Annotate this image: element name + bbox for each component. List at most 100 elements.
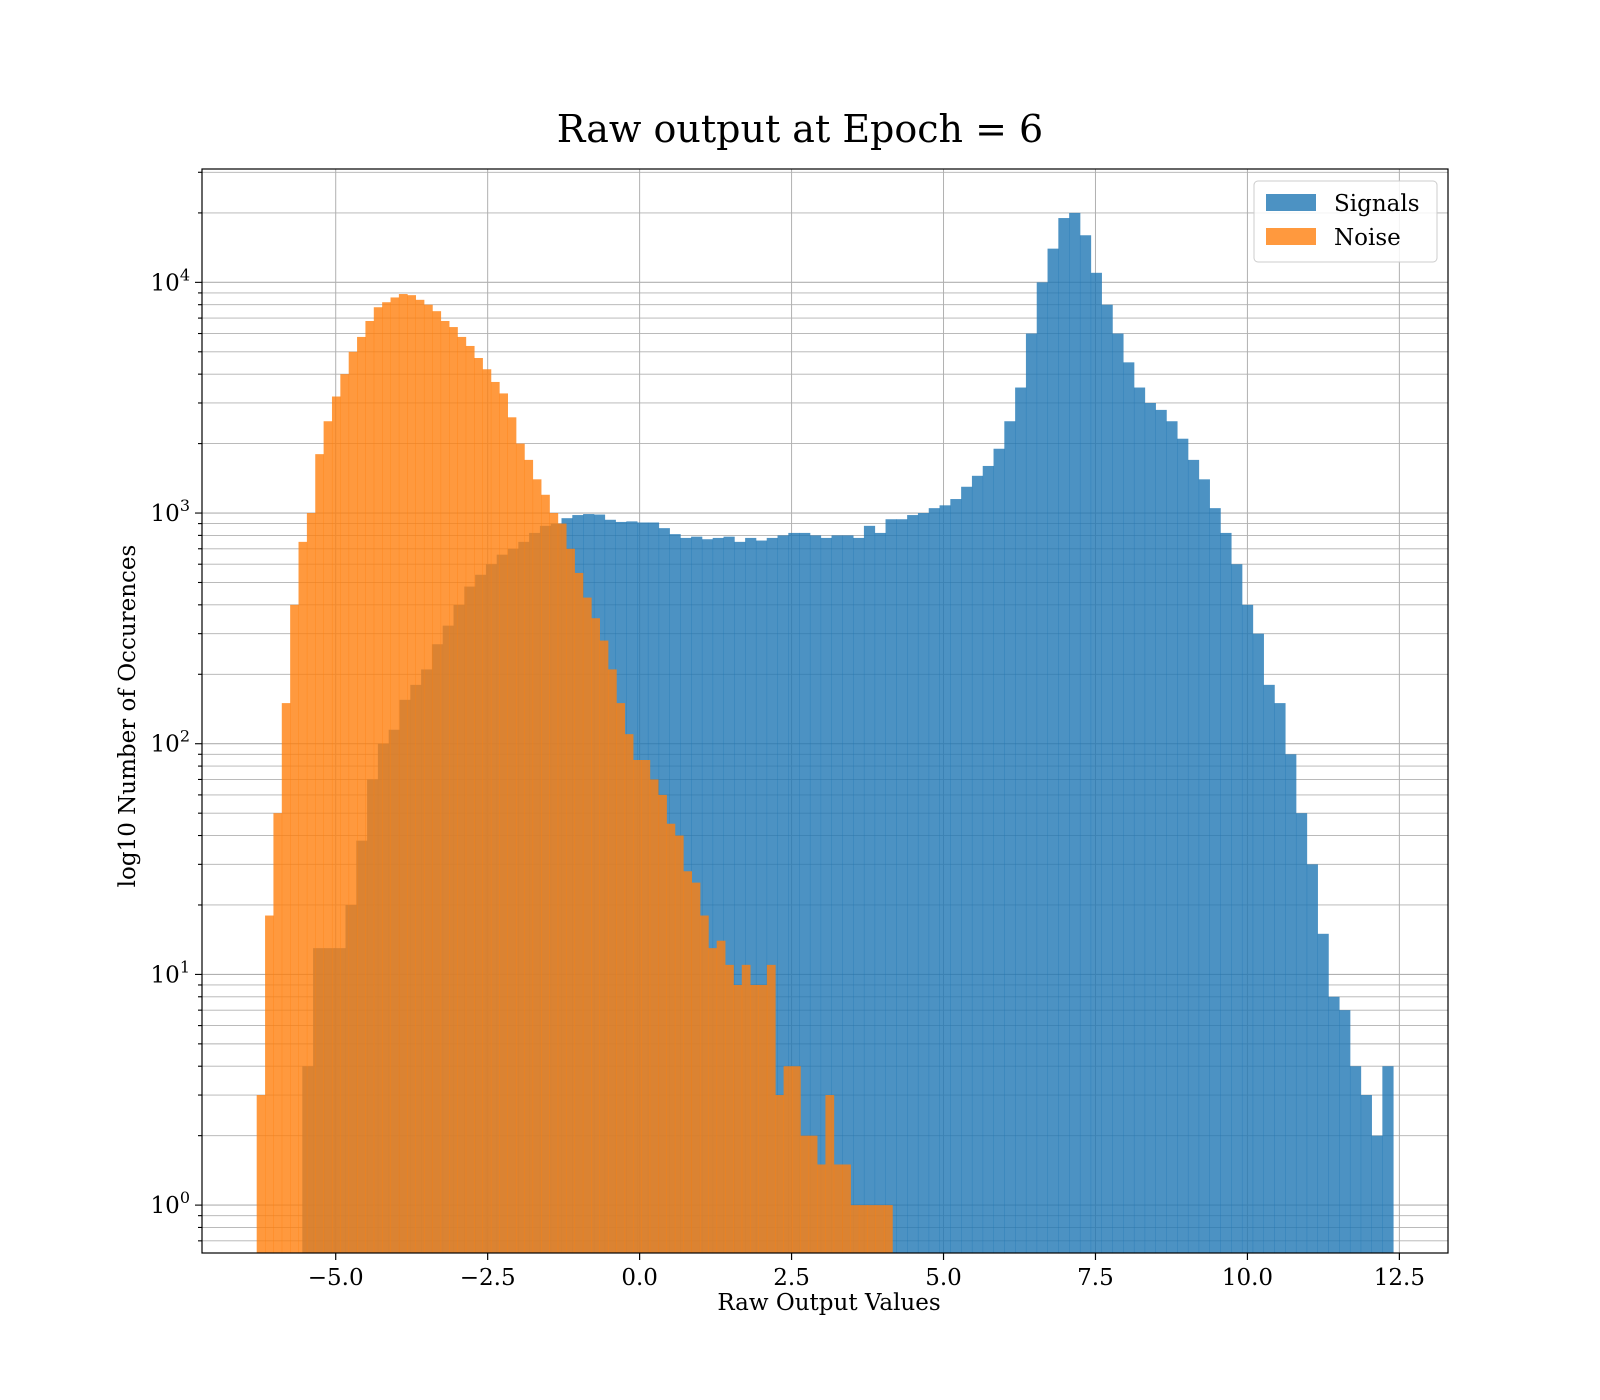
- noise-bar: [373, 307, 383, 1253]
- signals-bar: [939, 505, 951, 1254]
- signals-bar: [1306, 864, 1318, 1253]
- noise-bar: [566, 548, 575, 1253]
- noise-bar: [883, 1205, 893, 1253]
- signals-bar: [993, 448, 1005, 1253]
- noise-bar: [875, 1205, 885, 1253]
- signals-bar: [1371, 1135, 1383, 1253]
- noise-bar: [858, 1205, 868, 1253]
- noise-bar: [532, 479, 542, 1254]
- noise-bar: [524, 459, 534, 1253]
- signals-bar: [971, 475, 984, 1253]
- noise-bar: [691, 882, 701, 1253]
- signals-bar: [1144, 402, 1156, 1254]
- y-axis-label: log10 Number of Occurences: [115, 545, 141, 888]
- x-tick-label: −5.0: [308, 1265, 364, 1291]
- signals-bar: [874, 532, 886, 1253]
- noise-bar: [725, 964, 734, 1253]
- noise-bar: [699, 915, 709, 1253]
- x-tick-label: 5.0: [925, 1265, 962, 1291]
- x-axis-ticks: −5.0 −2.5 0.0 2.5 5.0 7.5 10.0 12.5: [308, 1253, 1425, 1291]
- noise-bar: [340, 374, 350, 1253]
- noise-bar: [490, 381, 500, 1254]
- signals-bar: [1069, 212, 1081, 1253]
- noise-bar: [599, 640, 609, 1253]
- noise-bar: [783, 1066, 793, 1253]
- signals-bar: [1220, 532, 1232, 1253]
- noise-bar: [390, 297, 400, 1254]
- signals-bar: [831, 535, 843, 1253]
- noise-bar: [591, 618, 600, 1253]
- y-tick-label: 101: [151, 957, 190, 988]
- x-axis-label: Raw Output Values: [717, 1290, 940, 1316]
- signals-bar: [1339, 1010, 1351, 1253]
- noise-bar: [440, 320, 450, 1253]
- signals-bar: [701, 539, 714, 1253]
- noise-bar: [449, 327, 458, 1253]
- noise-bar: [791, 1066, 801, 1253]
- signals-bar: [1123, 362, 1135, 1254]
- noise-bar: [750, 984, 759, 1253]
- noise-bar: [541, 494, 550, 1253]
- noise-bar: [465, 345, 475, 1254]
- legend-label-signals: Signals: [1334, 191, 1420, 217]
- signals-bar: [1198, 479, 1210, 1254]
- x-tick-label: −2.5: [460, 1265, 516, 1291]
- noise-bar: [365, 320, 375, 1253]
- signals-bar: [1090, 272, 1102, 1253]
- noise-bar: [407, 295, 416, 1253]
- y-tick-label: 104: [151, 265, 190, 296]
- signals-bar: [1079, 235, 1092, 1253]
- signals-bar: [1015, 387, 1027, 1253]
- noise-bar: [331, 396, 341, 1253]
- noise-bar: [273, 813, 283, 1253]
- noise-bar: [323, 421, 333, 1253]
- chart-title: Raw output at Epoch = 6: [557, 107, 1043, 151]
- noise-bar: [708, 948, 718, 1253]
- noise-bar: [415, 299, 425, 1253]
- noise-bar: [833, 1164, 843, 1253]
- signals-bar: [1166, 421, 1178, 1253]
- signals-bar: [1360, 1095, 1372, 1253]
- x-tick-label: 12.5: [1374, 1265, 1425, 1291]
- signals-bar: [1004, 421, 1016, 1253]
- signals-bar: [1209, 508, 1221, 1253]
- noise-bar: [674, 835, 684, 1253]
- signals-bar: [1187, 459, 1200, 1253]
- noise-bar: [733, 984, 743, 1253]
- noise-bar: [716, 940, 726, 1253]
- noise-bar: [624, 734, 634, 1253]
- signals-bar: [1317, 933, 1329, 1253]
- signals-bar: [853, 537, 865, 1253]
- signals-bar: [842, 535, 854, 1253]
- noise-bar: [290, 604, 299, 1253]
- signals-bar: [961, 486, 973, 1253]
- noise-bar: [666, 823, 676, 1253]
- noise-bar: [507, 417, 517, 1253]
- signals-bar: [712, 537, 724, 1253]
- signals-bar: [1058, 218, 1070, 1253]
- x-tick-label: 2.5: [773, 1265, 810, 1291]
- noise-bar: [633, 760, 642, 1253]
- noise-bar: [281, 703, 291, 1253]
- noise-bar: [574, 572, 584, 1253]
- legend-label-noise: Noise: [1334, 225, 1401, 251]
- noise-bar: [683, 871, 692, 1253]
- signals-bar: [799, 532, 811, 1253]
- signals-bar: [777, 535, 789, 1253]
- signals-bar: [1241, 604, 1254, 1253]
- signals-bar: [1047, 248, 1059, 1253]
- noise-bar: [641, 760, 651, 1253]
- signals-bar: [928, 508, 940, 1253]
- noise-bar: [850, 1205, 860, 1253]
- signals-bar: [755, 540, 768, 1253]
- y-axis-ticks: 100 101 102 103 104: [151, 171, 202, 1242]
- noise-bar: [423, 304, 433, 1254]
- signals-bar: [745, 537, 757, 1253]
- x-tick-label: 7.5: [1077, 1265, 1114, 1291]
- signals-bar: [734, 541, 746, 1253]
- noise-bar: [741, 964, 751, 1253]
- noise-bar: [607, 669, 617, 1253]
- histogram-bars: [256, 212, 1394, 1254]
- series-noise: [256, 294, 893, 1254]
